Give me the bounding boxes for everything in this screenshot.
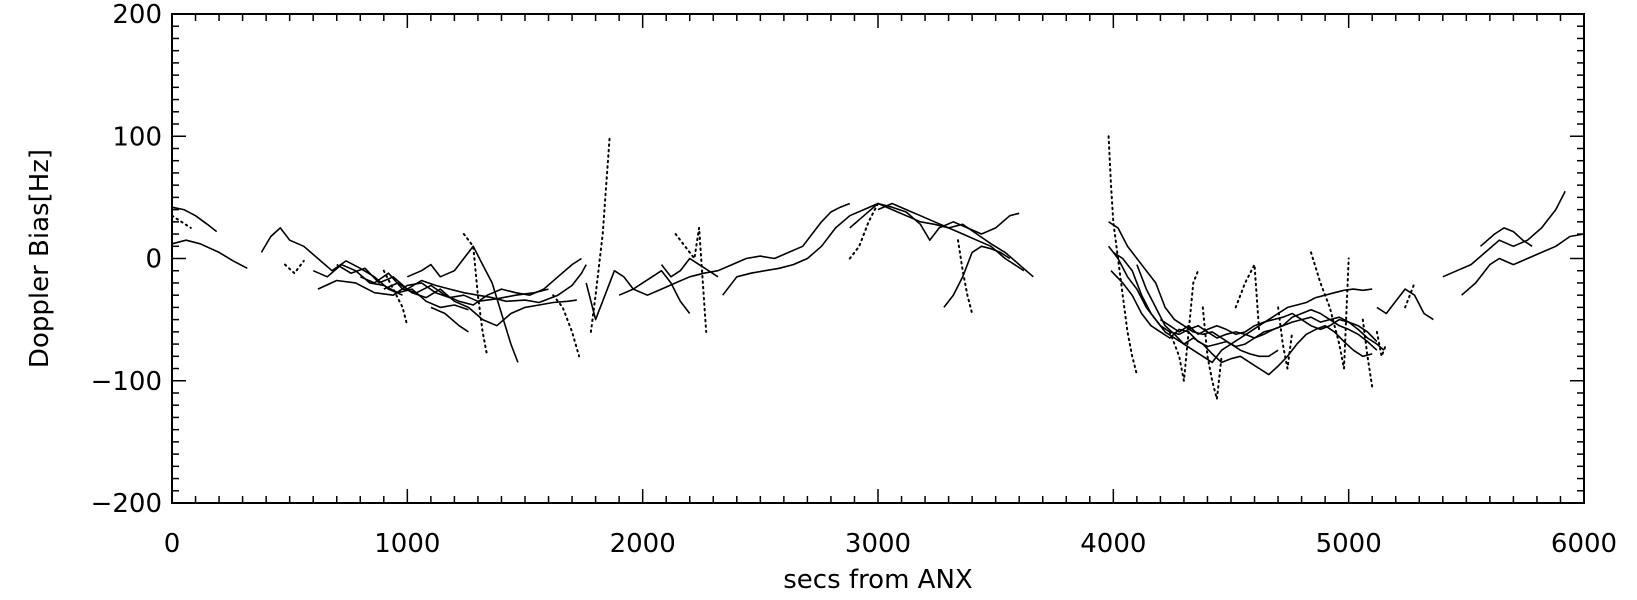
- series-line-40: [1375, 330, 1388, 358]
- series-line-18: [618, 202, 851, 296]
- series-layer: [171, 135, 1585, 401]
- x-tick-label: 0: [164, 529, 181, 559]
- y-tick-label: −100: [91, 367, 162, 397]
- series-line-26: [957, 239, 974, 315]
- x-tick-label: 1000: [374, 529, 440, 559]
- series-line-11: [430, 306, 469, 333]
- y-tick-label: −200: [91, 489, 162, 519]
- series-line-7: [336, 263, 587, 304]
- x-tick-label: 4000: [1080, 529, 1146, 559]
- series-line-34: [1168, 269, 1200, 382]
- series-line-24: [848, 202, 879, 260]
- series-line-41: [1376, 288, 1434, 321]
- series-line-30: [1110, 270, 1378, 348]
- series-line-44: [1461, 233, 1585, 296]
- series-line-23: [877, 202, 1025, 272]
- y-axis-label: Doppler Bias[Hz]: [25, 149, 55, 368]
- series-line-45: [1479, 227, 1533, 247]
- series-line-21: [722, 202, 1034, 296]
- series-line-3: [171, 214, 192, 229]
- series-line-22: [849, 202, 1020, 241]
- series-line-25: [943, 245, 1011, 308]
- series-line-19: [660, 257, 719, 278]
- series-line-37: [1277, 306, 1294, 370]
- series-line-16: [589, 135, 611, 333]
- series-line-43: [1442, 190, 1566, 278]
- series-line-15: [552, 294, 581, 358]
- ticks-layer: [171, 13, 1585, 504]
- series-line-14: [462, 233, 489, 358]
- series-line-36: [1234, 263, 1261, 333]
- series-line-6: [317, 279, 549, 303]
- series-line-39: [1361, 318, 1374, 388]
- x-tick-label: 3000: [845, 529, 911, 559]
- series-line-38: [1310, 251, 1350, 370]
- x-tick-label: 5000: [1316, 529, 1382, 559]
- series-line-4: [260, 227, 403, 296]
- y-tick-label: 0: [145, 245, 162, 275]
- y-tick-label: 200: [112, 0, 162, 30]
- series-line-17: [585, 269, 691, 321]
- x-axis-label: secs from ANX: [783, 565, 972, 595]
- series-line-9: [383, 282, 577, 327]
- x-tick-label: 2000: [610, 529, 676, 559]
- series-line-32: [1136, 264, 1373, 376]
- series-line-13: [382, 269, 409, 327]
- y-tick-label: 100: [112, 122, 162, 152]
- labels-layer: 0 1000 2000 3000 4000 5000 6000 −200 −100 0 100 200: [91, 0, 1618, 559]
- series-line-1: [171, 239, 248, 270]
- plot-frame: [171, 13, 1585, 504]
- series-line-28: [1108, 221, 1279, 358]
- series-line-35: [1201, 306, 1223, 401]
- series-line-27: [1107, 135, 1138, 376]
- series-line-20: [674, 226, 708, 333]
- series-line-10: [406, 245, 519, 363]
- series-line-42: [1404, 281, 1416, 309]
- series-line-12: [284, 259, 305, 275]
- series-line-2: [171, 206, 218, 233]
- series-line-33: [1159, 312, 1385, 351]
- x-tick-label: 6000: [1551, 529, 1617, 559]
